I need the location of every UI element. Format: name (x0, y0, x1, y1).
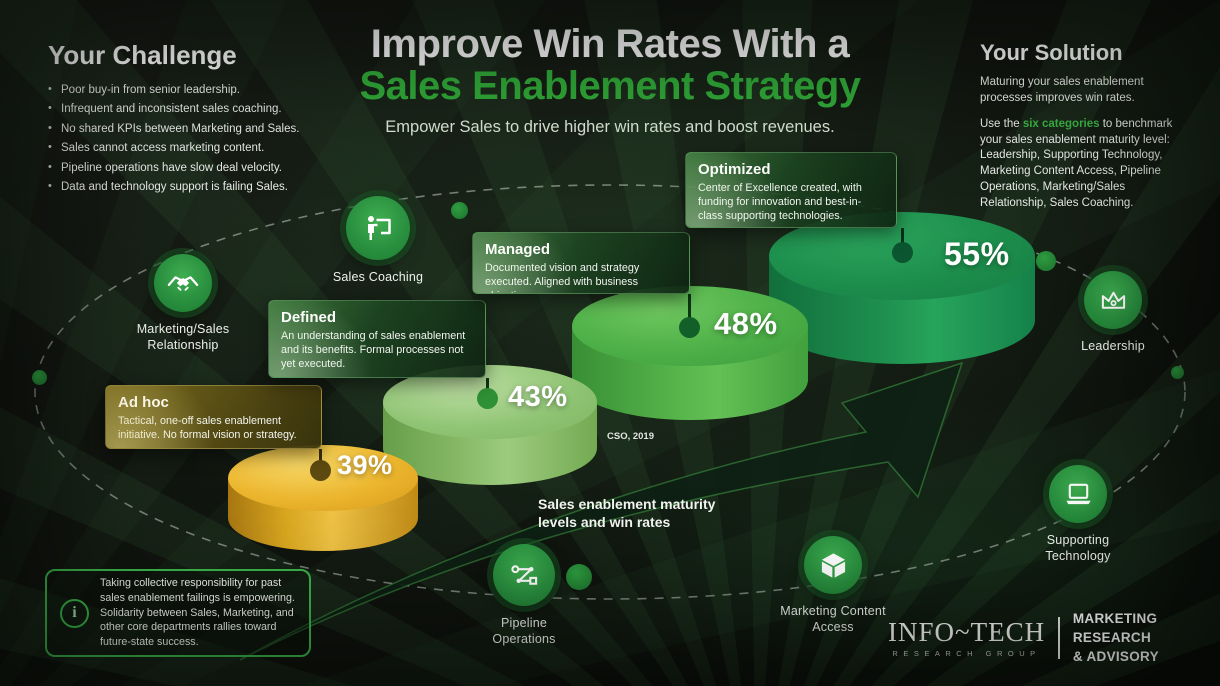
anchor-dot-managed (679, 317, 700, 338)
orbit-dot (1171, 366, 1184, 379)
six-categories-highlight: six categories (1022, 117, 1100, 130)
anchor-dot-adhoc (310, 460, 331, 481)
callout-desc: Tactical, one-off sales enablement initi… (118, 414, 297, 441)
brand-subtitle: RESEARCH GROUP (892, 648, 1041, 658)
your-challenge-panel: Your Challenge Poor buy-in from senior l… (48, 40, 320, 200)
your-solution-panel: Your Solution Maturing your sales enable… (980, 40, 1190, 222)
workflow-icon (493, 544, 555, 606)
callout-desc: Documented vision and strategy executed.… (485, 261, 640, 293)
challenge-bullet: Infrequent and inconsistent sales coachi… (48, 102, 320, 117)
callout-defined: Defined An understanding of sales enable… (268, 300, 486, 378)
brand-name: INFO~TECH (888, 616, 1046, 647)
title-line-2: Sales Enablement Strategy (359, 63, 861, 108)
callout-managed: Managed Documented vision and strategy e… (472, 232, 690, 294)
chart-caption: Sales enablement maturity levels and win… (538, 496, 715, 531)
win-rate-managed: 48% (714, 306, 778, 341)
caption-line-2: levels and win rates (538, 513, 671, 530)
division-name: MARKETING RESEARCH & ADVISORY (1073, 610, 1220, 667)
win-rate-adhoc: 39% (337, 450, 393, 480)
challenge-bullet: Data and technology support is failing S… (48, 180, 320, 195)
cube-icon (804, 536, 862, 594)
orbit-dot (1036, 251, 1056, 271)
callout-optimized: Optimized Center of Excellence created, … (685, 152, 897, 228)
category-pipeline-operations: Pipeline Operations (454, 544, 594, 647)
callout-desc: An understanding of sales enablement and… (281, 329, 466, 370)
connector-optimized (901, 228, 904, 252)
category-label: Marketing Content Access (780, 604, 886, 634)
callout-title: Ad hoc (118, 394, 169, 411)
win-rate-defined: 43% (508, 381, 568, 413)
insight-callout-box: i Taking collective responsibility for p… (45, 569, 311, 657)
category-label: Sales Coaching (332, 270, 424, 284)
cylinder-adhoc (228, 445, 418, 551)
chart-source: CSO, 2019 (607, 431, 654, 442)
callout-title: Managed (485, 241, 551, 258)
subtitle: Empower Sales to drive higher win rates … (385, 117, 835, 136)
solution-text: to benchmark your sales enablement matur… (980, 117, 1173, 210)
callout-title: Defined (281, 309, 337, 326)
solution-heading: Your Solution (980, 40, 1123, 65)
category-label: Pipeline Operations (492, 616, 556, 646)
presenter-icon (346, 196, 410, 260)
challenge-bullet: No shared KPIs between Marketing and Sal… (48, 122, 320, 137)
solution-paragraph-2: Use the six categories to benchmark your… (980, 117, 1190, 212)
anchor-dot-defined (477, 388, 498, 409)
challenge-bullet: Poor buy-in from senior leadership. (48, 83, 320, 98)
orbit-dot (566, 564, 592, 590)
orbit-dot (32, 370, 47, 385)
insight-text: Taking collective responsibility for pas… (100, 577, 295, 649)
infotech-logo: INFO~TECH RESEARCH GROUP MARKETING RESEA… (888, 610, 1220, 667)
anchor-dot-optimized (892, 242, 913, 263)
callout-adhoc: Ad hoc Tactical, one-off sales enablemen… (105, 385, 322, 449)
callout-desc: Center of Excellence created, with fundi… (698, 181, 862, 222)
category-label: Supporting Technology (1045, 533, 1111, 563)
info-glyph: i (72, 604, 77, 621)
category-label: Marketing/Sales Relationship (136, 322, 230, 352)
category-label: Leadership (1081, 339, 1145, 353)
solution-text: Use the (980, 117, 1023, 130)
title-line-1: Improve Win Rates With a (370, 22, 850, 66)
division-line-1: MARKETING RESEARCH (1072, 611, 1158, 645)
category-supporting-technology: Supporting Technology (1008, 465, 1148, 564)
cylinder-managed (572, 286, 808, 420)
category-marketing-sales-relationship: Marketing/Sales Relationship (113, 254, 253, 353)
cylinder-defined (383, 365, 597, 485)
challenge-heading: Your Challenge (48, 40, 237, 70)
connector-managed (688, 294, 691, 328)
division-line-2: & ADVISORY (1072, 648, 1159, 664)
info-icon: i (60, 598, 89, 628)
orbit-dot (451, 202, 468, 219)
callout-title: Optimized (698, 161, 771, 178)
solution-paragraph-1: Maturing your sales enablement processes… (980, 76, 1144, 104)
laptop-icon (1049, 465, 1107, 523)
growth-arrow (239, 361, 964, 661)
crown-icon (1084, 271, 1142, 329)
challenge-bullet: Pipeline operations have slow deal veloc… (48, 161, 320, 176)
brand-block: INFO~TECH RESEARCH GROUP (888, 616, 1046, 658)
handshake-icon (154, 254, 212, 312)
category-sales-coaching: Sales Coaching (308, 196, 448, 286)
category-marketing-content-access: Marketing Content Access (763, 536, 903, 635)
logo-divider (1058, 617, 1060, 660)
challenge-bullet: Sales cannot access marketing content. (48, 141, 320, 156)
win-rate-optimized: 55% (944, 236, 1010, 272)
caption-line-1: Sales enablement maturity (538, 496, 716, 512)
category-leadership: Leadership (1043, 271, 1183, 355)
challenge-list: Poor buy-in from senior leadership. Infr… (48, 83, 320, 195)
orbit-dashed-ellipse (34, 184, 1186, 600)
page-title: Improve Win Rates With a Sales Enablemen… (250, 24, 970, 137)
